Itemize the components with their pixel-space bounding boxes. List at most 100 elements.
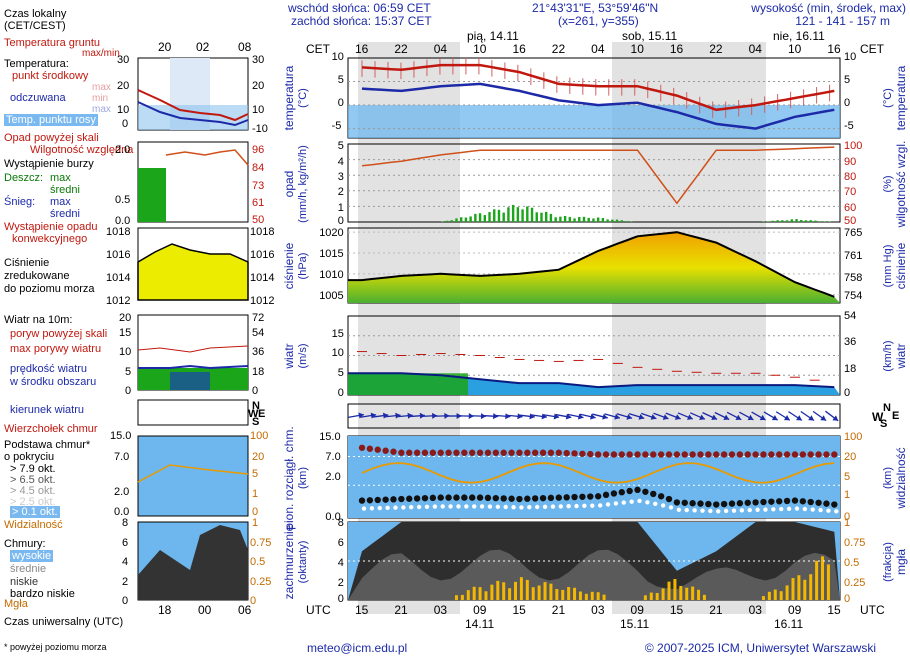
wind-arrow-head (505, 413, 511, 420)
precip-bar (478, 213, 482, 222)
wind-arrow-head (590, 413, 596, 420)
utc-label-left: UTC (306, 603, 331, 617)
cloud-base-dot (453, 494, 460, 501)
mini-top-hour-1: 20 (158, 40, 172, 54)
cloud-base-dot (500, 495, 507, 502)
cloud-base-dot (571, 493, 578, 501)
cet-label-left: CET (306, 42, 330, 56)
precip-bar (455, 218, 458, 222)
cloud-top-dot (594, 451, 602, 458)
precip-bar (776, 220, 779, 222)
mini-wind-tick: 5 (125, 366, 132, 378)
utc-hour-label: 03 (748, 603, 762, 617)
cloud-top-dot (610, 451, 618, 458)
wind-arrow (530, 413, 548, 420)
cloud-base-thin-dot (495, 504, 501, 509)
cloud-base-dot (736, 500, 744, 507)
mini-cb-tick: 7.0 (114, 451, 130, 463)
wind-arrow-head (395, 412, 401, 419)
cloud-base-dot (626, 487, 633, 495)
legend-okt65: > 6.5 okt. (10, 474, 56, 486)
mini-wind-dir-frame (137, 399, 249, 426)
panel-tick-r-precip: 70 (844, 186, 857, 198)
cloud-top-dot (697, 451, 704, 458)
cloud-base-thin-dot (401, 505, 406, 510)
fog-bar (667, 581, 671, 600)
cloud-base-dot (539, 494, 547, 502)
cloud-base-thin-dot (660, 503, 666, 508)
cloud-top-dot (500, 449, 507, 456)
cloud-base-thin-dot (574, 503, 579, 509)
panel-tick-r-precip: 100 (844, 140, 863, 152)
utc-hour-label: 03 (433, 603, 448, 617)
cloud-base-thin-dot (369, 506, 375, 511)
fog-bar (573, 587, 577, 600)
cloud-base-dot (681, 499, 688, 506)
cloud-base-dot (799, 498, 807, 505)
fog-bar (803, 579, 807, 600)
wind-arrow (506, 413, 523, 420)
cloud-base-dot (508, 495, 515, 502)
wind-speed-green (348, 373, 468, 395)
cloud-top-dot (705, 451, 712, 458)
panel-tick-r-pres: 754 (844, 290, 863, 302)
utc-hour-label: 15 (512, 603, 526, 617)
ylabel-pres: ciśnienie (282, 242, 296, 290)
panel-tick-pres: 1010 (319, 269, 344, 281)
cloud-base-thin-dot (464, 504, 469, 509)
cloud-base-dot (413, 495, 421, 502)
precip-bar (464, 217, 468, 222)
cet-hour-label: 16 (669, 42, 684, 56)
cloud-base-thin-dot (416, 504, 422, 510)
precip-bar (545, 211, 548, 222)
fog-bar (661, 588, 665, 600)
legend-rain-max: max (50, 172, 71, 184)
mini-cl-tick: 0 (122, 595, 129, 607)
cloud-base-dot (831, 501, 838, 508)
wind-arrow-head (638, 414, 645, 420)
mini-vis-tick: 1 (252, 488, 259, 500)
cloud-base-thin-dot (645, 500, 650, 505)
utc-hour-label: 09 (473, 603, 487, 617)
wind-arrow (360, 412, 377, 419)
cloud-top-dot (689, 451, 696, 458)
legend-ground-temp: Temperatura gruntu (4, 37, 100, 49)
day-top-2: sob, 15.11 (622, 29, 678, 43)
wind-arrow-head (711, 414, 718, 420)
panel-tick-pres: 1005 (319, 290, 344, 302)
cloud-base-dot (823, 500, 830, 507)
cloud-base-dot (461, 494, 468, 501)
legend-okt79: > 7.9 okt. (10, 463, 56, 475)
precip-bar (771, 220, 775, 222)
mini-wind-tick: 0 (125, 385, 132, 397)
fog-bar (797, 575, 801, 600)
cloud-base-thin-dot (519, 505, 524, 510)
fog-bar (478, 587, 482, 600)
utc-hour-label: 21 (709, 603, 723, 617)
cloud-base-dot (547, 494, 555, 502)
cloud-top-dot (531, 449, 539, 456)
cloud-base-thin-dot (409, 505, 414, 510)
precip-bar (818, 221, 822, 222)
panel-tick-precip: 3 (337, 171, 344, 183)
day-top-1: pią, 14.11 (467, 29, 519, 43)
cloud-top-dot (768, 451, 775, 458)
cloud-base-dot (713, 501, 720, 508)
footer-email[interactable]: meteo@icm.edu.pl (307, 641, 408, 655)
humidity-line (361, 146, 835, 205)
panel-tick-precip: 4 (337, 156, 344, 168)
wind-arrow (714, 411, 730, 421)
cloud-base-thin-dot (708, 508, 713, 514)
wind-arrow-head (783, 415, 790, 421)
mini-precip-bars (138, 168, 166, 222)
fog-bar (567, 587, 571, 600)
cloud-top-dot (484, 449, 492, 456)
wind-arrow (800, 410, 815, 422)
fog-bar (761, 596, 765, 600)
cloud-base-thin-dot (676, 507, 682, 512)
altitude-values: 121 - 141 - 157 m (795, 14, 890, 28)
panel-tick-r-cl: 0.25 (844, 577, 866, 589)
wind-arrow-head (577, 413, 584, 420)
legend-conv1: Wystąpienie opadu (4, 221, 98, 233)
mini-bottom-hour-2: 00 (198, 603, 212, 617)
